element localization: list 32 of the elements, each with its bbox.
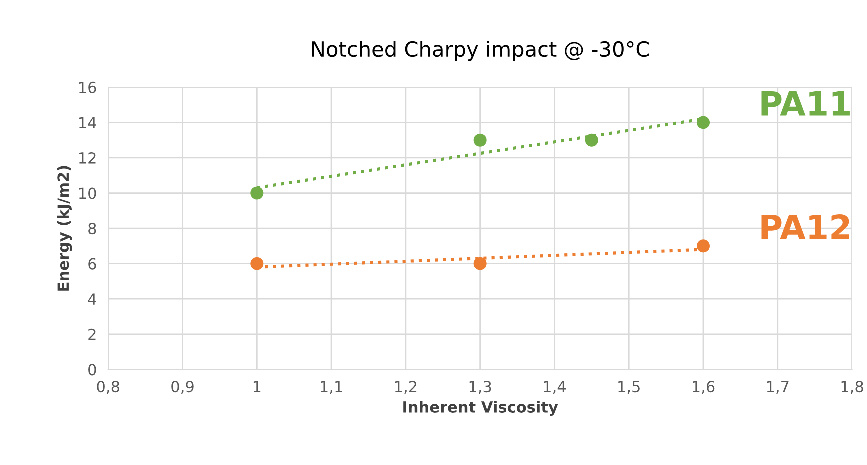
- y-tick-label: 8: [88, 223, 96, 235]
- series-label: PA12: [762, 214, 850, 240]
- point: [474, 257, 487, 270]
- x-tick-label: 1,3: [470, 381, 492, 394]
- point: [250, 186, 264, 200]
- chart-title: Notched Charpy impact @ -30°C: [312, 41, 650, 62]
- y-tick-label: 12: [80, 152, 96, 164]
- series-label: PA11: [762, 91, 850, 116]
- x-tick-label: 1,4: [544, 381, 566, 394]
- y-tick-label: 0: [88, 364, 96, 376]
- point: [585, 134, 598, 147]
- point: [250, 257, 264, 270]
- x-tick-label: 1,8: [842, 381, 864, 394]
- point: [696, 240, 710, 253]
- y-tick-label: 10: [80, 188, 96, 200]
- point: [696, 116, 710, 130]
- x-tick-label: 1,1: [321, 381, 342, 394]
- x-tick-label: 1,7: [767, 381, 789, 394]
- point: [474, 134, 487, 147]
- x-tick-label: 0,9: [172, 381, 194, 394]
- y-tick-label: 4: [88, 294, 96, 305]
- y-tick-label: 14: [80, 117, 96, 129]
- y-tick-label: 6: [88, 258, 96, 270]
- x-tick-label: 0,8: [97, 381, 120, 394]
- x-axis-title: Inherent Viscosity: [404, 401, 558, 416]
- y-tick-label: 16: [80, 82, 96, 94]
- x-tick-label: 1,2: [395, 381, 417, 394]
- y-tick-label: 2: [88, 328, 96, 340]
- y-axis-title: Energy (kJ/m2): [57, 166, 72, 291]
- x-tick-label: 1,5: [618, 381, 640, 394]
- x-tick-label: 1: [254, 381, 261, 392]
- x-tick-label: 1,6: [693, 381, 715, 394]
